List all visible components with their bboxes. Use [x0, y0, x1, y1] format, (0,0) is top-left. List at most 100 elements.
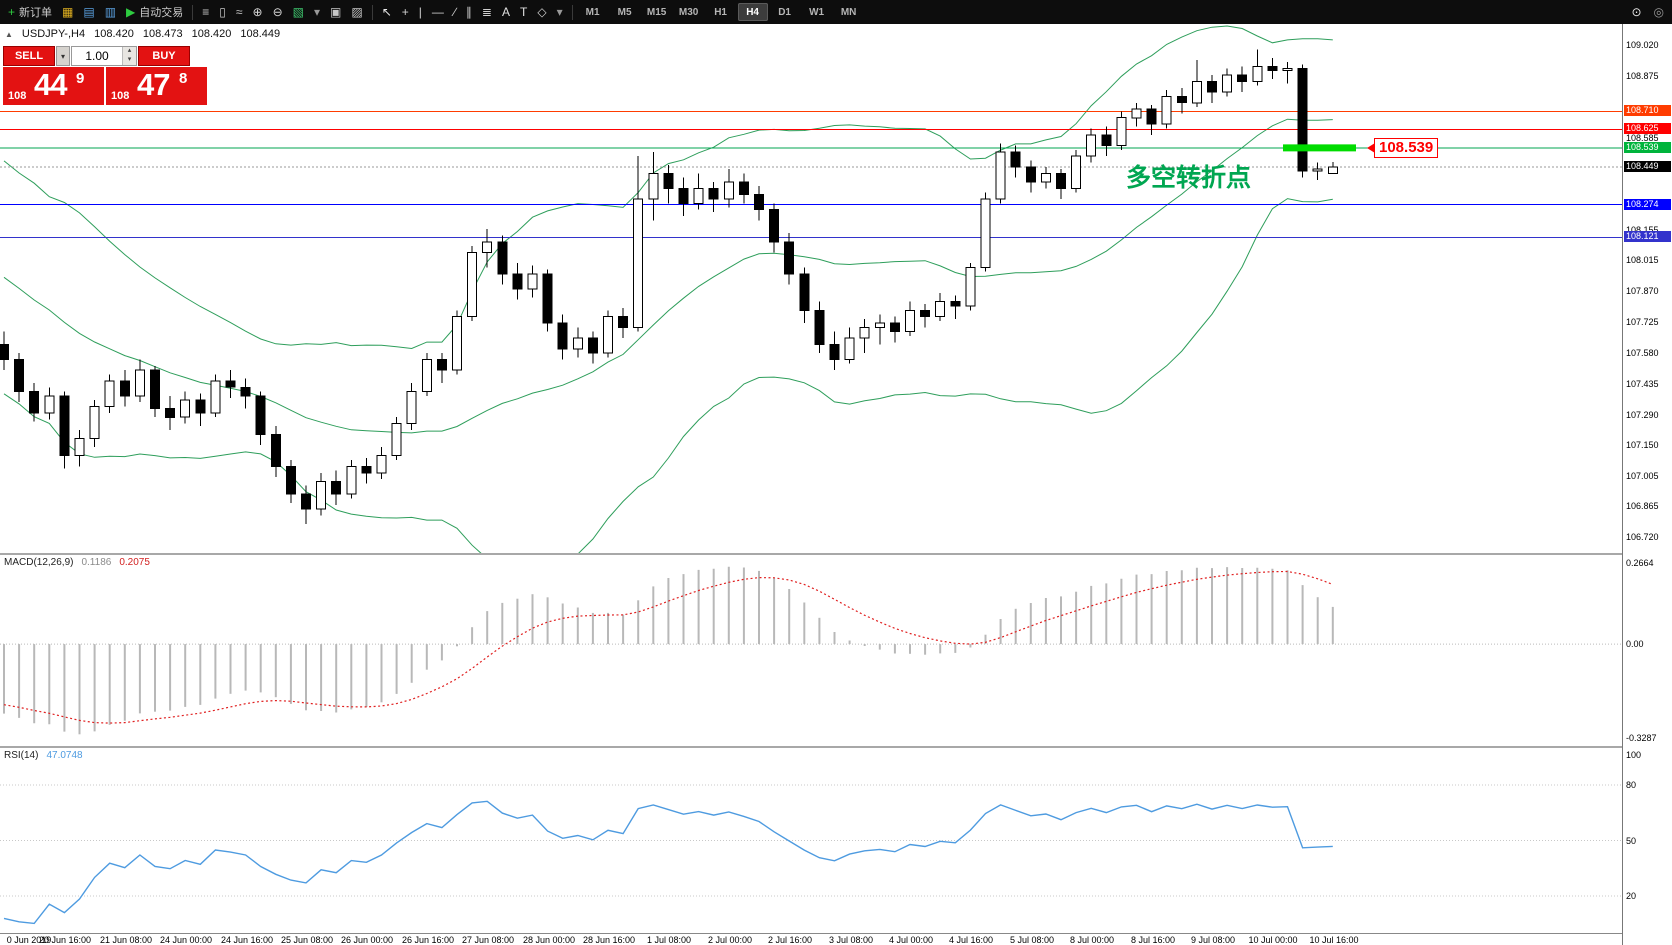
- line-chart-icon[interactable]: ≈: [232, 2, 247, 22]
- price-badge-108.449: 108.449: [1624, 161, 1671, 172]
- new-order-button[interactable]: + 新订单: [4, 2, 56, 22]
- time-label[interactable]: 24 Jun 16:00: [220, 935, 274, 945]
- time-label[interactable]: 28 Jun 00:00: [522, 935, 576, 945]
- timeframe-h4[interactable]: H4: [737, 3, 768, 21]
- zoom-in-icon[interactable]: ⊕: [249, 2, 267, 22]
- price-chart-pane[interactable]: ▲ USDJPY-,H4 108.420 108.473 108.420 108…: [0, 24, 1622, 553]
- rsi-pane[interactable]: RSI(14) 47.0748: [0, 748, 1622, 933]
- time-label[interactable]: 1 Jul 08:00: [646, 935, 692, 945]
- macd-canvas[interactable]: [0, 555, 1622, 746]
- macd-pane[interactable]: MACD(12,26,9) 0.1186 0.2075: [0, 555, 1622, 746]
- timeframe-m1[interactable]: M1: [585, 6, 600, 18]
- bar-chart-icon[interactable]: ≡: [198, 2, 213, 22]
- price-badge-108.539: 108.539: [1624, 142, 1671, 153]
- sell-price-big: 44: [34, 67, 67, 102]
- candlestick-chart-icon: ▯: [219, 5, 226, 19]
- shapes-icon[interactable]: ◇: [533, 2, 550, 22]
- auto-trading-button[interactable]: ▶ 自动交易: [122, 2, 187, 22]
- data-window-icon: ▥: [104, 5, 117, 19]
- volume-decrease-button[interactable]: ▾: [123, 56, 136, 65]
- timeframe-m30[interactable]: M30: [678, 6, 699, 18]
- timeframe-d1[interactable]: D1: [778, 6, 791, 18]
- price-label-107.150: 107.150: [1626, 440, 1659, 450]
- chart-window-icon: ▦: [62, 5, 74, 19]
- search-icon[interactable]: ⊙: [1627, 2, 1645, 22]
- bar-chart-icon: ≡: [202, 5, 210, 19]
- time-label[interactable]: 21 Jun 08:00: [99, 935, 153, 945]
- indicators-icon[interactable]: ▧: [289, 2, 308, 22]
- timeframe-m5[interactable]: M5: [617, 6, 632, 18]
- text-icon[interactable]: A: [498, 2, 514, 22]
- time-label[interactable]: 26 Jun 16:00: [401, 935, 455, 945]
- crosshair-icon[interactable]: +: [398, 2, 413, 22]
- timeframe-m15[interactable]: M15: [646, 6, 667, 18]
- tile-windows-icon[interactable]: ▣: [326, 2, 345, 22]
- sell-button[interactable]: SELL: [3, 46, 55, 66]
- sell-price-display[interactable]: 108 44 9: [3, 67, 104, 105]
- time-label[interactable]: 10 Jul 16:00: [1309, 935, 1359, 945]
- time-axis[interactable]: 0 Jun 2019 20 Jun 16:00 21 Jun 08:00 24 Jun…: [0, 933, 1622, 945]
- profiles-icon: ▤: [83, 5, 95, 19]
- vertical-line-icon[interactable]: |: [415, 2, 426, 22]
- horizontal-line-icon[interactable]: —: [428, 2, 448, 22]
- time-label[interactable]: 27 Jun 08:00: [461, 935, 515, 945]
- one-click-collapse-icon[interactable]: ▲: [5, 29, 13, 39]
- time-label[interactable]: 4 Jul 16:00: [948, 935, 994, 945]
- text-icon: A: [501, 5, 510, 19]
- cascade-windows-icon[interactable]: ▨: [347, 2, 366, 22]
- fibonacci-icon: ≣: [481, 5, 492, 19]
- zoom-out-icon[interactable]: ⊖: [269, 2, 287, 22]
- price-level-tag[interactable]: 108.539: [1374, 138, 1439, 158]
- rsi-label: RSI(14) 47.0748: [4, 750, 83, 761]
- time-label[interactable]: 2 Jul 16:00: [767, 935, 813, 945]
- turning-point-annotation[interactable]: 多空转折点: [1126, 164, 1252, 192]
- profiles-icon[interactable]: ▤: [79, 2, 98, 22]
- price-label-107.005: 107.005: [1626, 471, 1659, 481]
- macd-scale-zero: 0.00: [1626, 639, 1644, 649]
- time-label[interactable]: 20 Jun 16:00: [38, 935, 92, 945]
- volume-field: ▴ ▾: [71, 46, 137, 66]
- time-label[interactable]: 28 Jun 16:00: [582, 935, 636, 945]
- timeframe-mn[interactable]: MN: [840, 6, 857, 18]
- price-axis[interactable]: 109.020 108.875 108.585 108.155 108.015 107.8…: [1622, 24, 1672, 945]
- label-icon[interactable]: T: [516, 2, 531, 22]
- auto-trading-button-label: 自动交易: [139, 7, 184, 19]
- fibonacci-icon[interactable]: ≣: [478, 2, 496, 22]
- volume-input[interactable]: [72, 47, 122, 65]
- time-label[interactable]: 3 Jul 08:00: [828, 935, 874, 945]
- chart-window-icon[interactable]: ▦: [58, 2, 77, 22]
- channel-icon[interactable]: ∥: [462, 2, 476, 22]
- indicators-dropdown[interactable]: ▾: [310, 2, 324, 22]
- pane-separator[interactable]: [0, 553, 1672, 555]
- time-label[interactable]: 2 Jul 00:00: [707, 935, 753, 945]
- rsi-canvas[interactable]: [0, 748, 1622, 933]
- buy-price-display[interactable]: 108 47 8: [106, 67, 207, 105]
- toolbar-separator: [192, 4, 194, 20]
- candlestick-chart-icon[interactable]: ▯: [215, 2, 230, 22]
- price-chart-canvas[interactable]: [0, 24, 1622, 553]
- cursor-icon[interactable]: ↖: [378, 2, 396, 22]
- time-label[interactable]: 26 Jun 00:00: [340, 935, 394, 945]
- buy-button[interactable]: BUY: [138, 46, 190, 66]
- time-label[interactable]: 8 Jul 16:00: [1130, 935, 1176, 945]
- time-label[interactable]: 0 Jun 2019: [6, 935, 52, 945]
- toolbar-separator: [571, 4, 573, 20]
- time-label[interactable]: 10 Jul 00:00: [1248, 935, 1298, 945]
- time-label[interactable]: 8 Jul 00:00: [1069, 935, 1115, 945]
- volume-increase-button[interactable]: ▴: [123, 47, 136, 56]
- time-label[interactable]: 9 Jul 08:00: [1190, 935, 1236, 945]
- data-window-icon[interactable]: ▥: [101, 2, 120, 22]
- volume-dropdown-button[interactable]: ▾: [56, 46, 70, 66]
- time-label[interactable]: 5 Jul 08:00: [1009, 935, 1055, 945]
- time-label[interactable]: 24 Jun 00:00: [159, 935, 213, 945]
- shapes-dropdown[interactable]: ▾: [553, 2, 567, 22]
- time-label[interactable]: 4 Jul 00:00: [888, 935, 934, 945]
- community-icon[interactable]: ◎: [1650, 2, 1668, 22]
- time-label[interactable]: 25 Jun 08:00: [280, 935, 334, 945]
- trendline-icon[interactable]: ∕: [450, 2, 460, 22]
- timeframe-h1[interactable]: H1: [714, 6, 727, 18]
- price-label-107.580: 107.580: [1626, 348, 1659, 358]
- timeframe-w1[interactable]: W1: [809, 6, 825, 18]
- pane-separator[interactable]: [0, 746, 1672, 748]
- price-label-109.020: 109.020: [1626, 40, 1659, 50]
